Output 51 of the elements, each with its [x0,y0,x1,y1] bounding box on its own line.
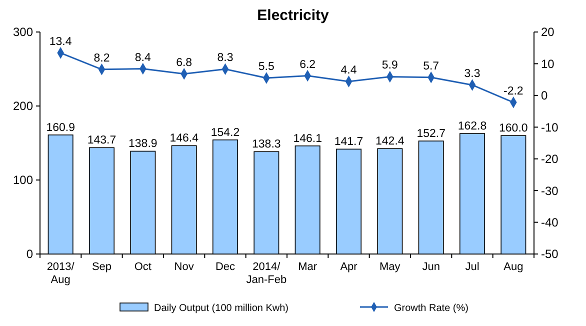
x-tick-label: 2013/Aug [46,261,76,286]
legend-label: Daily Output (100 million Kwh) [154,303,288,314]
y-tick-label: 0 [26,247,34,262]
data-label: 6.8 [176,56,192,69]
x-tick-label: 2014/Jan-Feb [246,261,287,286]
y-tick-label: 200 [12,99,34,114]
data-label: 141.7 [334,136,364,148]
y2-tick-label: -20 [541,152,559,166]
data-label: 5.7 [423,60,440,72]
data-label: 5.9 [382,60,398,72]
data-label: 3.3 [464,68,480,80]
y-tick-label: 300 [12,25,34,40]
data-label: 146.1 [293,132,322,145]
y2-tick-label: -30 [541,184,559,198]
data-label: 138.3 [252,138,281,151]
y2-tick-label: 20 [541,25,555,40]
data-label: -2.2 [504,85,524,98]
x-tick-label: Nov [174,261,194,273]
data-label: 160.9 [46,122,75,134]
y2-tick-label: 10 [541,56,555,71]
x-tick-label: May [380,261,401,273]
y2-tick-label: -50 [541,247,559,262]
chart-title: Electricity [257,7,330,24]
y2-tick-label: -40 [541,215,559,230]
x-tick-label: Aug [504,261,524,273]
data-label: 142.4 [376,136,405,148]
data-label: 8.3 [217,52,234,64]
data-label: 8.4 [134,52,152,64]
data-label: 160.0 [499,122,528,135]
x-tick-label: Sep [92,261,112,273]
data-label: 143.7 [87,134,116,147]
x-tick-label: Apr [340,261,358,273]
data-label: 162.8 [458,120,487,133]
data-label: 8.2 [94,52,110,64]
x-tick-label: Mar [298,261,318,273]
x-tick-label: Oct [134,261,152,273]
x-tick-label: Jun [422,261,440,273]
data-label: 6.2 [300,58,316,71]
data-label: 5.5 [258,60,274,73]
data-label: 138.9 [128,138,158,150]
data-label: 154.2 [210,126,240,139]
data-label: 152.7 [416,128,446,140]
y2-tick-label: 0 [541,88,548,103]
y-tick-label: 100 [12,173,34,188]
data-label: 4.4 [340,64,358,76]
legend-label: Growth Rate (%) [394,303,468,314]
data-label: 13.4 [49,36,72,48]
x-tick-label: Jul [465,261,480,273]
x-tick-label: Dec [215,261,236,273]
y2-tick-label: -10 [541,120,559,134]
data-label: 146.4 [170,132,200,145]
